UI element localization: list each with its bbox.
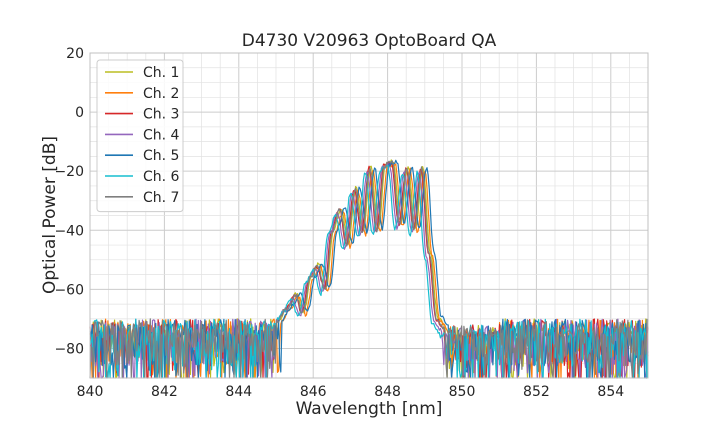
x-tick-label: 852 — [523, 384, 550, 400]
x-tick-label: 840 — [77, 384, 104, 400]
legend-label: Ch. 3 — [143, 107, 179, 123]
legend-label: Ch. 7 — [143, 190, 179, 206]
y-tick-label: −80 — [54, 341, 84, 357]
plot-frame — [89, 52, 649, 379]
x-axis-label: Wavelength [nm] — [296, 399, 443, 419]
y-tick-label: −40 — [54, 223, 84, 239]
y-tick-label: 0 — [75, 105, 84, 121]
x-tick-label: 846 — [300, 384, 327, 400]
legend-label: Ch. 5 — [143, 148, 179, 164]
legend-label: Ch. 4 — [143, 127, 180, 143]
legend-label: Ch. 6 — [143, 169, 180, 185]
tick-labels: 840 842 844 846 848 850 852 854 −80 −60 −40 −20 0 20 — [54, 46, 624, 400]
y-tick-label: 20 — [66, 46, 84, 62]
series-lines — [89, 159, 649, 379]
legend-label: Ch. 2 — [143, 86, 179, 102]
y-axis-label: Optical Power [dB] — [40, 136, 60, 294]
chart-title: D4730 V20963 OptoBoard QA — [242, 31, 497, 51]
legend-label: Ch. 1 — [143, 65, 179, 81]
y-tick-label: −60 — [54, 282, 84, 298]
x-tick-label: 848 — [374, 384, 401, 400]
x-tick-label: 842 — [151, 384, 178, 400]
x-tick-label: 850 — [449, 384, 476, 400]
x-tick-label: 844 — [225, 384, 252, 400]
series-line-7 — [89, 160, 649, 379]
legend-box — [96, 59, 184, 213]
y-tick-label: −20 — [54, 164, 84, 180]
x-tick-label: 854 — [597, 384, 624, 400]
legend: Ch. 1 Ch. 2 Ch. 3 Ch. 4 Ch. 5 Ch. 6 Ch. 7 — [96, 59, 184, 213]
